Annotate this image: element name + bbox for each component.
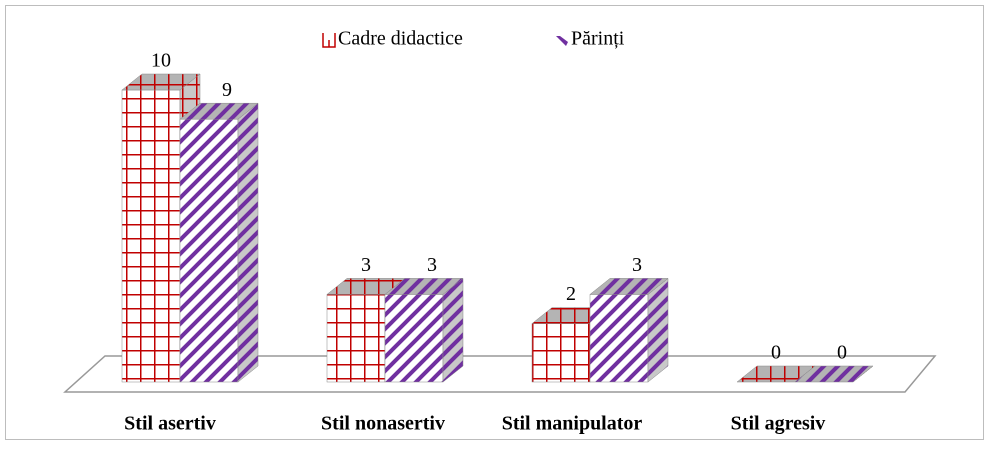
bar-top — [794, 365, 874, 383]
bar-side — [442, 277, 464, 383]
floor — [63, 355, 937, 393]
bar — [589, 277, 669, 383]
data-label: 9 — [222, 79, 232, 101]
x-tick-label: Stil asertiv — [124, 413, 216, 435]
bar-front — [121, 89, 181, 383]
bar-top — [179, 102, 259, 120]
legend-label: Părinți — [571, 28, 625, 50]
bar-top — [384, 278, 464, 295]
bar-side — [647, 277, 669, 383]
bar-front — [179, 118, 239, 383]
bar-front — [531, 323, 591, 383]
legend-swatch — [556, 36, 568, 46]
x-tick-label: Stil manipulator — [502, 413, 643, 435]
x-tick-label: Stil agresiv — [731, 413, 826, 435]
bar-front — [326, 294, 386, 383]
legend-label: Cadre didactice — [338, 28, 463, 50]
bar — [384, 277, 464, 383]
data-label: 0 — [771, 342, 781, 364]
bar-side — [237, 102, 259, 383]
bar-top — [121, 73, 201, 91]
legend-swatch — [322, 33, 336, 48]
bar — [794, 365, 874, 383]
data-label: 3 — [427, 254, 437, 276]
x-tick-label: Stil nonasertiv — [321, 413, 445, 435]
bar-top — [589, 278, 669, 295]
bar-front — [589, 294, 649, 383]
data-label: 2 — [566, 283, 576, 305]
data-label: 10 — [151, 50, 171, 72]
bar — [179, 102, 259, 383]
data-label: 0 — [837, 342, 847, 364]
data-label: 3 — [632, 254, 642, 276]
bar-front — [384, 294, 444, 383]
data-label: 3 — [361, 254, 371, 276]
